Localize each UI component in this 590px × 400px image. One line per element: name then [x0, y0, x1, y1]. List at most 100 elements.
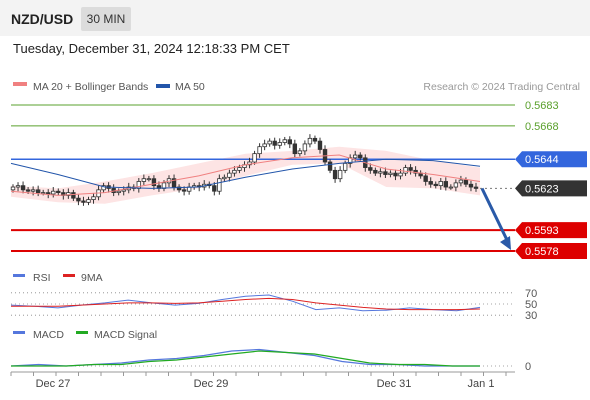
candlesticks — [10, 134, 479, 206]
candle-body — [247, 161, 252, 166]
macd-legend-label: MACD — [33, 329, 64, 341]
rsi-ma-legend-swatch — [63, 274, 75, 277]
candle-body — [20, 185, 26, 191]
candle-body — [171, 178, 177, 188]
candle-body — [262, 143, 267, 148]
bollinger-band-fill — [11, 146, 480, 204]
candle-body — [35, 189, 41, 194]
candle-body — [181, 189, 187, 192]
candle-body — [257, 146, 262, 155]
price-level-label: 0.5623 — [525, 183, 559, 195]
candle-body — [252, 153, 257, 163]
macd-signal-line — [11, 350, 480, 367]
price-level-label: 0.5683 — [525, 100, 559, 112]
candle-body — [373, 169, 378, 174]
rsi-line — [10, 294, 481, 312]
candle-body — [458, 179, 464, 184]
candle-body — [151, 178, 157, 187]
candle-body — [428, 181, 433, 185]
ma50-legend-label: MA 50 — [175, 81, 205, 93]
price-level-labels: 0.5683 0.5668 0.5644 0.5623 0.5593 0.5578 — [515, 100, 587, 260]
price-level-badge — [515, 222, 587, 239]
candle-body — [292, 143, 298, 155]
candle-body — [342, 162, 348, 171]
x-tick-label: Dec 31 — [377, 378, 412, 390]
candle-body — [282, 139, 287, 143]
candle-body — [297, 150, 303, 155]
price-levels — [11, 104, 515, 253]
rsi-legend-label: RSI — [33, 272, 51, 284]
rsi-tick-label: 70 — [525, 288, 537, 300]
candle-body — [438, 181, 443, 187]
candle-body — [222, 176, 227, 180]
candle-body — [30, 189, 36, 192]
candle-body — [212, 185, 217, 192]
rsi-ma-line — [11, 297, 481, 311]
candle-body — [15, 185, 21, 188]
ma20-legend-label: MA 20 + Bollinger Bands — [33, 81, 148, 93]
candle-body — [378, 171, 383, 174]
candle-body — [76, 197, 81, 202]
candle-body — [393, 172, 398, 177]
research-credit: Research © 2024 Trading Central — [423, 81, 580, 93]
candle-body — [25, 189, 31, 192]
rsi-tick-label: 30 — [525, 310, 537, 322]
price-level-label: 0.5644 — [525, 154, 559, 166]
macd-signal-legend-label: MACD Signal — [94, 329, 157, 341]
ma50-legend-swatch — [156, 84, 170, 88]
timeframe-button[interactable]: 30 MIN — [81, 7, 131, 31]
candle-body — [403, 167, 408, 174]
rsi-tick-label: 50 — [525, 299, 537, 311]
candle-body — [473, 186, 479, 189]
candle-body — [368, 167, 373, 171]
candle-body — [448, 186, 454, 189]
candle-body — [287, 139, 292, 145]
forecast-arrow-shaft — [480, 187, 510, 243]
candle-body — [237, 167, 242, 171]
candle-body — [272, 140, 277, 146]
ma50-line — [10, 158, 481, 189]
price-level-badge — [515, 151, 587, 168]
x-axis: Dec 27 Dec 29 Dec 31 Jan 1 — [10, 371, 515, 390]
ma20-legend-swatch — [13, 82, 27, 86]
candle-body — [398, 172, 403, 177]
bollinger-bands — [11, 146, 480, 204]
moving-averages — [10, 154, 481, 196]
candle-body — [463, 179, 469, 185]
price-level-badge — [515, 180, 587, 197]
candle-body — [66, 192, 71, 196]
x-tick-label: Dec 27 — [36, 378, 71, 390]
candle-body — [227, 172, 232, 178]
candle-body — [176, 186, 182, 191]
rsi-legend-swatch — [13, 274, 25, 277]
candle-body — [453, 182, 459, 188]
candle-body — [116, 190, 121, 194]
candle-body — [388, 172, 393, 175]
price-level-label: 0.5668 — [525, 121, 559, 133]
candle-body — [40, 192, 46, 195]
candle-body — [353, 154, 358, 159]
candle-body — [121, 189, 126, 192]
price-level-label: 0.5593 — [525, 225, 559, 237]
forecast-arrow-head — [500, 236, 511, 251]
candle-body — [136, 181, 142, 189]
price-level-label: 0.5578 — [525, 246, 559, 258]
candle-body — [232, 169, 237, 174]
candle-body — [337, 169, 343, 180]
forecast-arrow — [480, 187, 511, 251]
candle-body — [101, 185, 106, 191]
candle-body — [71, 192, 76, 199]
candle-body — [332, 169, 338, 180]
candle-body — [468, 183, 474, 188]
macd-tick-label: 0 — [525, 361, 531, 373]
candle-body — [443, 181, 449, 188]
macd-panel: 0 — [10, 348, 531, 373]
macd-legend-swatch — [13, 331, 25, 334]
candle-body — [302, 143, 308, 152]
x-tick-label: Jan 1 — [468, 378, 495, 390]
candle-body — [217, 178, 222, 192]
candle-body — [10, 186, 16, 191]
candle-body — [312, 137, 318, 142]
candle-body — [91, 196, 96, 200]
